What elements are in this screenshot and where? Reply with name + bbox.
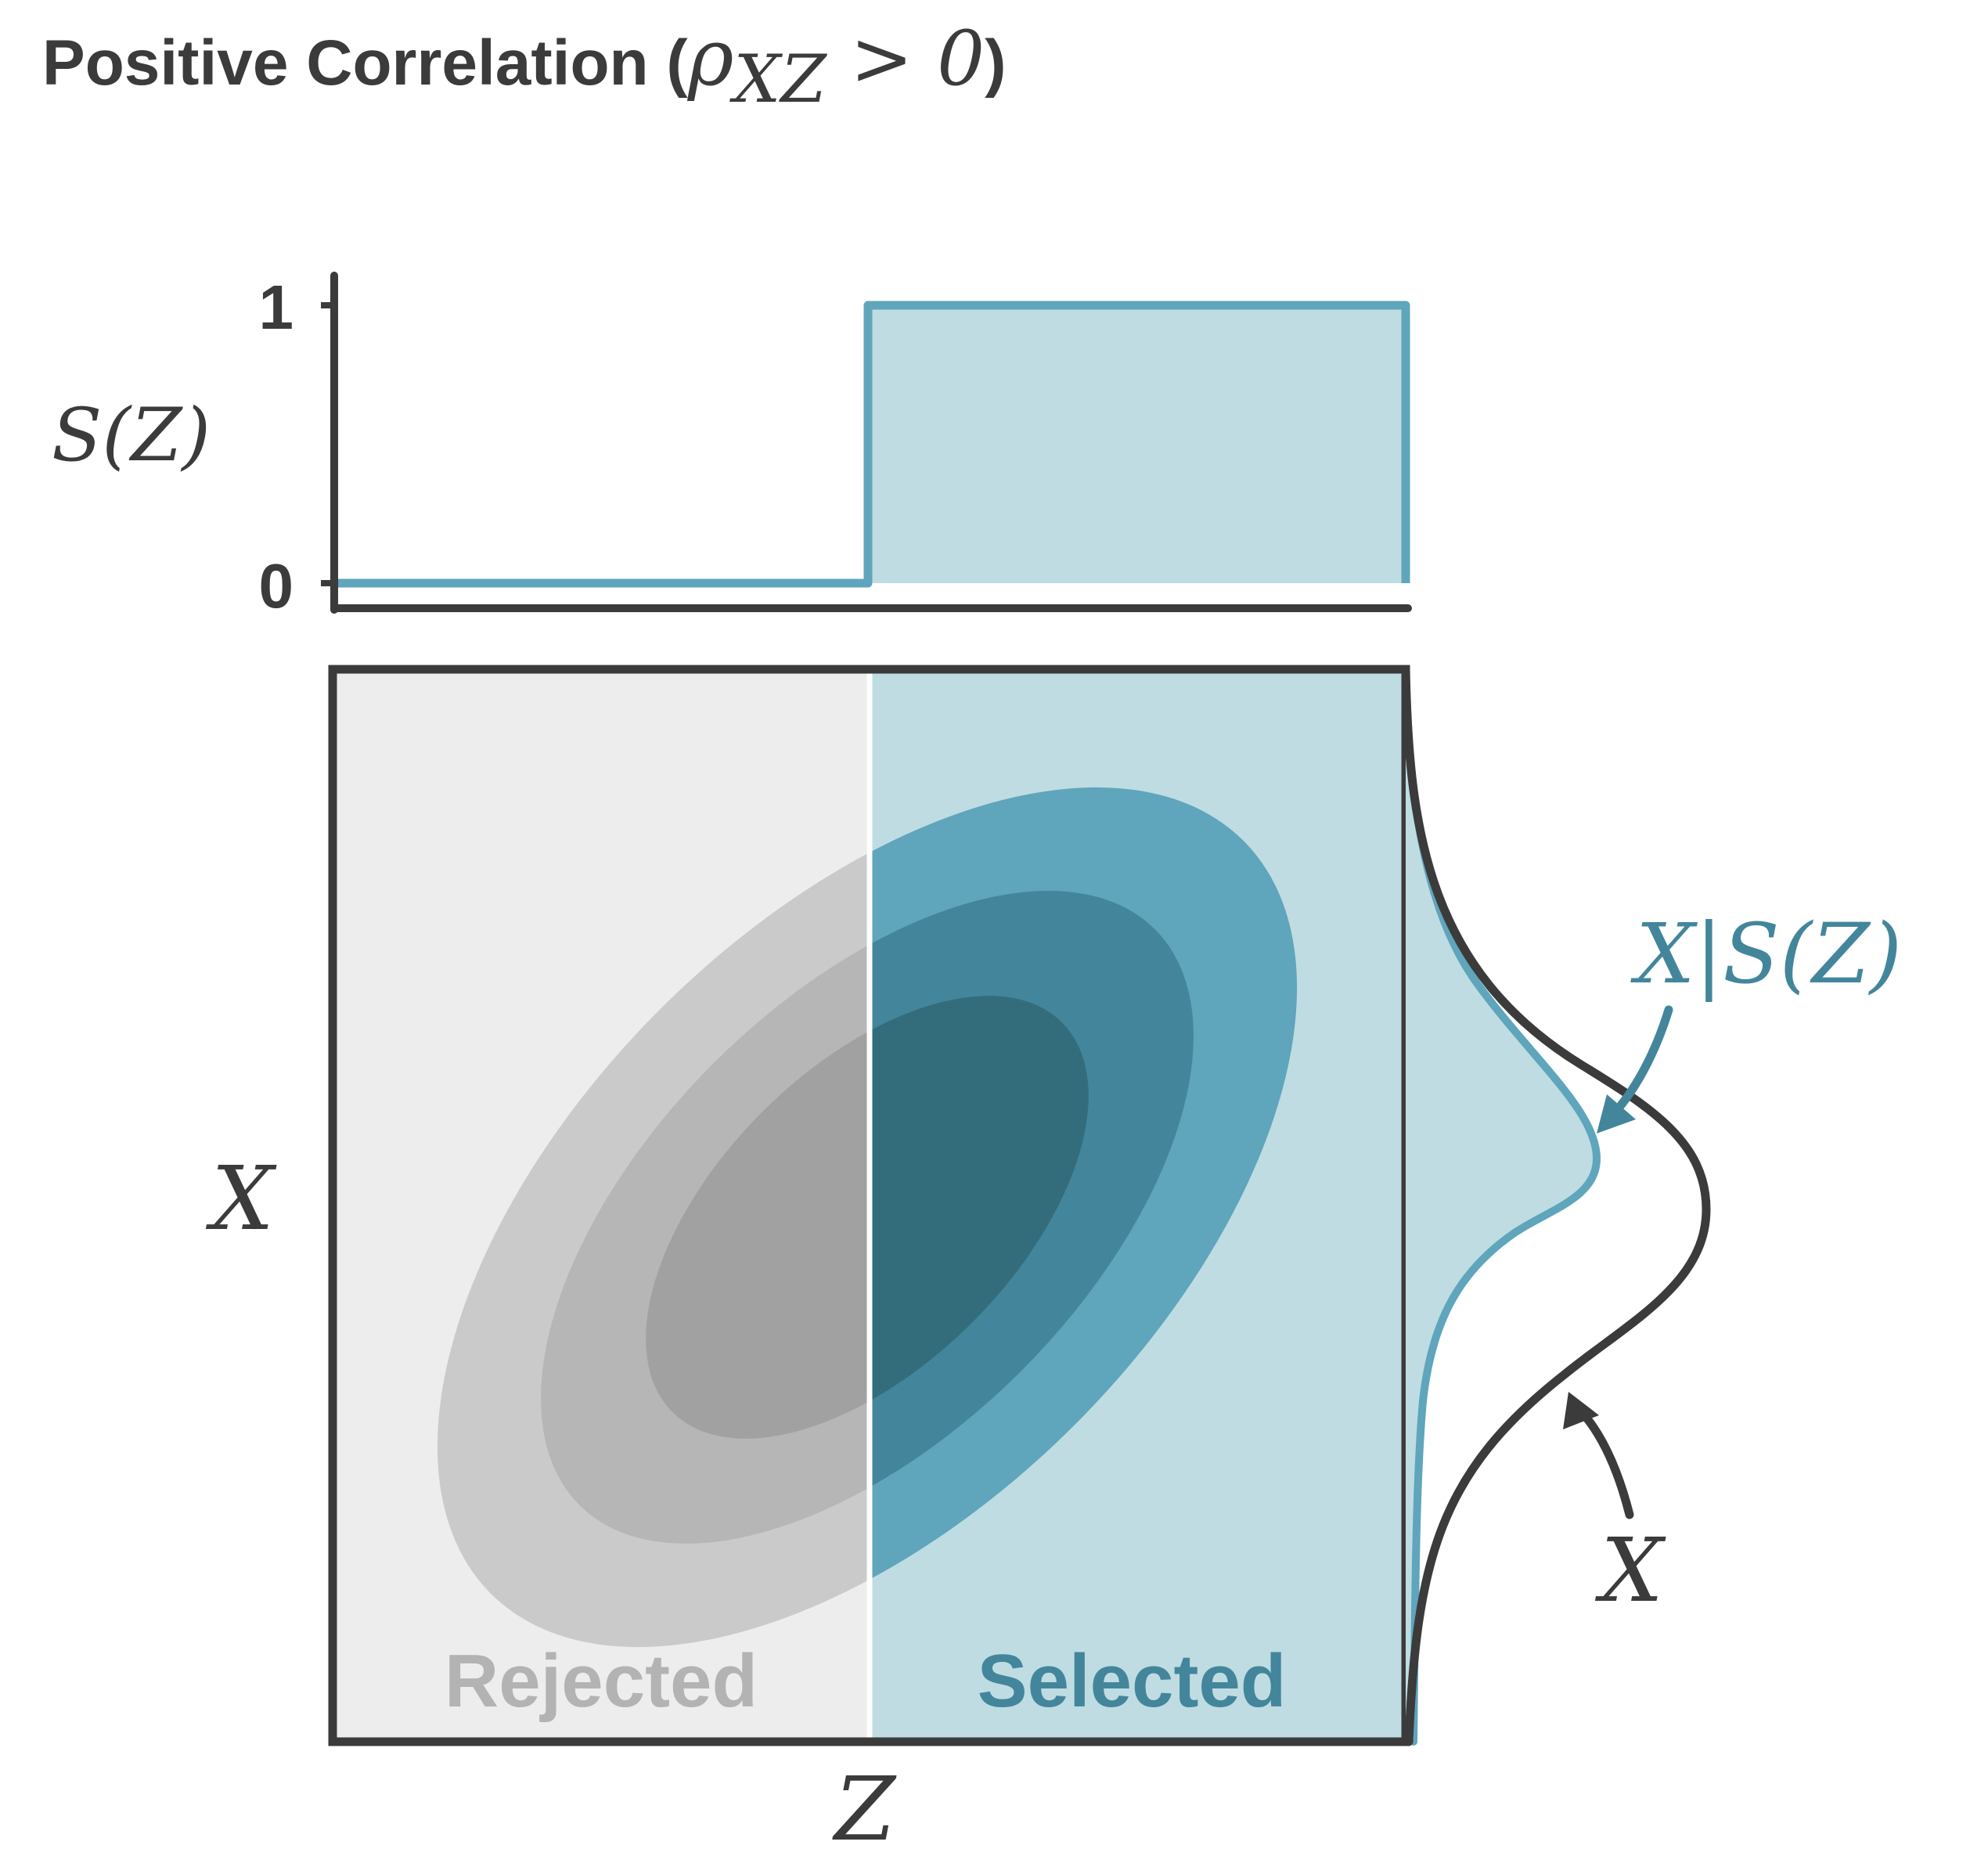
conditional-arrow-head xyxy=(1597,1094,1636,1133)
marginal-densities: X|S(Z) X xyxy=(1401,665,1902,1746)
selection-ylabel: S(Z) xyxy=(52,393,211,478)
selection-ytick-label-0: 0 xyxy=(259,551,294,621)
title-subscript: XZ xyxy=(729,41,828,117)
contour-inner-selected xyxy=(871,996,1089,1439)
marginal-arrow-shaft xyxy=(1578,1408,1634,1519)
joint-distribution-plot: Rejected Selected X Z xyxy=(205,665,1410,1861)
title-condition: > 0 xyxy=(827,15,985,103)
title-prefix: Positive Correlation ( xyxy=(42,27,688,99)
joint-ylabel: X xyxy=(205,1148,277,1250)
marginal-label: X xyxy=(1594,1520,1666,1622)
figure-title: Positive Correlation (ρXZ > 0) xyxy=(42,12,1007,117)
joint-xlabel: Z xyxy=(832,1759,897,1861)
selection-ytick-label-1: 1 xyxy=(259,272,294,342)
selection-step-line xyxy=(338,301,1410,588)
selection-function-plot: 1 0 S(Z) xyxy=(52,272,1412,621)
title-rho: ρ xyxy=(687,12,734,103)
rejected-label: Rejected xyxy=(445,1639,758,1723)
conditional-density-fill xyxy=(1406,669,1597,1742)
title-suffix: ) xyxy=(985,27,1006,99)
selected-label: Selected xyxy=(978,1639,1287,1723)
marginal-arrow-head xyxy=(1563,1392,1599,1429)
conditional-density-curve xyxy=(1402,665,1601,1746)
marginal-density-curve xyxy=(1401,665,1711,1746)
selected-contours xyxy=(871,787,1298,1648)
conditional-label: X|S(Z) xyxy=(1630,906,1902,1002)
selection-fill xyxy=(868,305,1406,583)
